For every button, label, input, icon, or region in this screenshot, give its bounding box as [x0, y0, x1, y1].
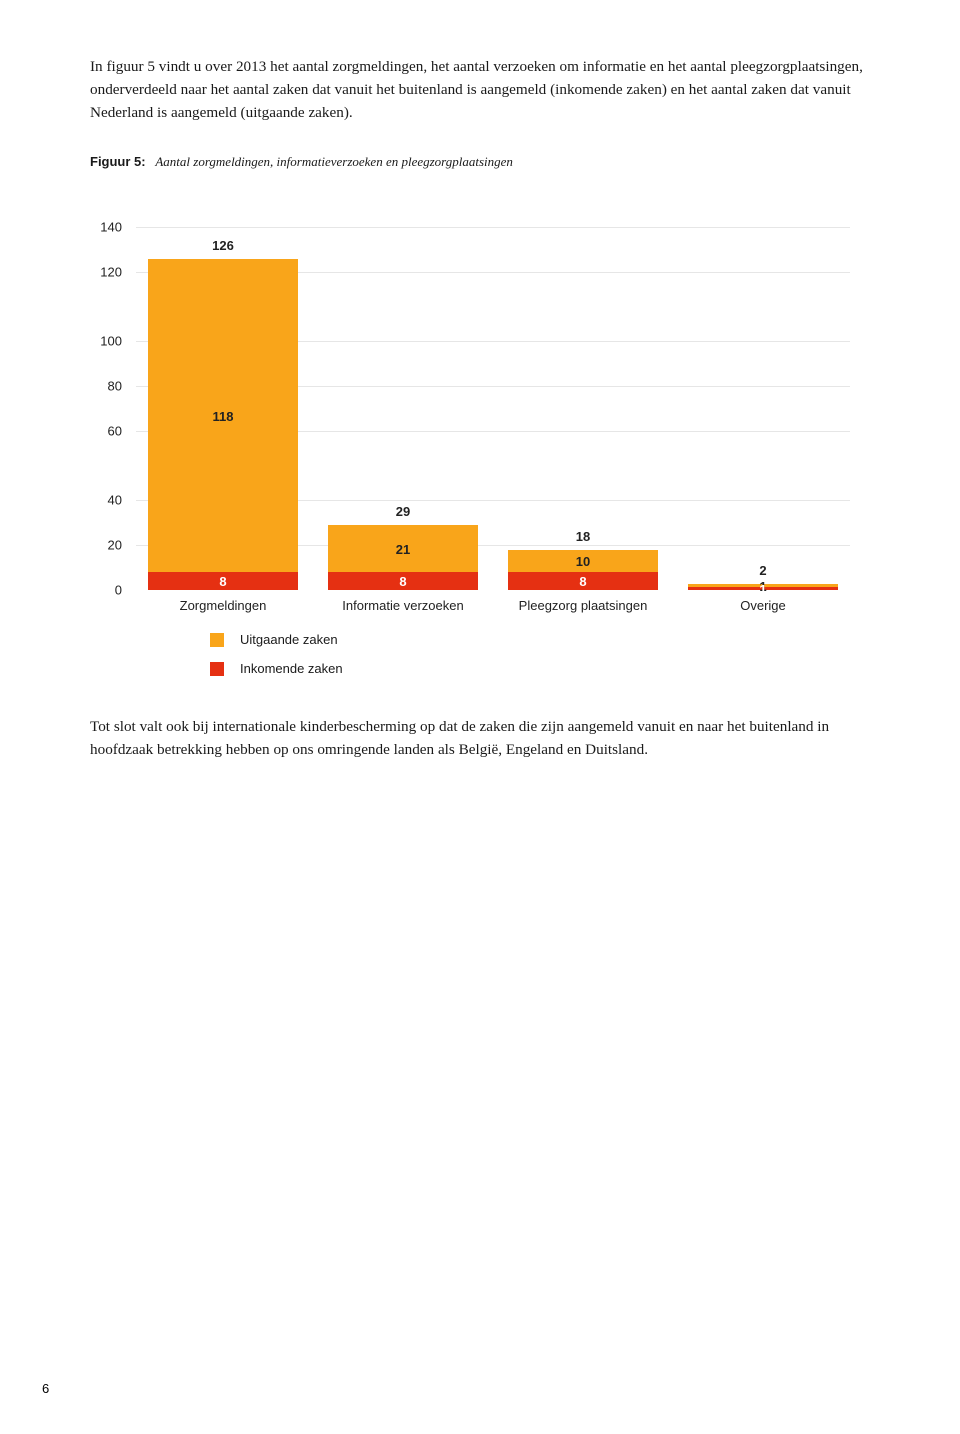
chart-category-label: Informatie verzoeken: [342, 590, 463, 613]
chart-outgoing-value: 118: [148, 409, 298, 424]
chart-gridline: [136, 227, 850, 228]
chart-ytick: 100: [90, 334, 122, 349]
bar-chart: 0204060801001201401261188Zorgmeldingen29…: [90, 200, 850, 620]
legend-label-outgoing: Uitgaande zaken: [240, 632, 338, 647]
closing-paragraph: Tot slot valt ook bij internationale kin…: [90, 716, 870, 762]
figure-caption: Figuur 5: Aantal zorgmeldingen, informat…: [90, 154, 870, 170]
page-number: 6: [42, 1381, 49, 1396]
chart-incoming-value: 8: [508, 574, 658, 589]
chart-total-label: 2: [688, 563, 838, 578]
legend-item-incoming: Inkomende zaken: [210, 661, 870, 676]
chart-category-label: Pleegzorg plaatsingen: [519, 590, 648, 613]
chart-ytick: 40: [90, 493, 122, 508]
chart-outgoing-value: 21: [328, 542, 478, 557]
chart-category-label: Zorgmeldingen: [180, 590, 267, 613]
chart-ytick: 20: [90, 538, 122, 553]
chart-outgoing-value: 10: [508, 554, 658, 569]
figure-description: Aantal zorgmeldingen, informatieverzoeke…: [155, 154, 513, 169]
chart-incoming-value: 8: [148, 574, 298, 589]
chart-ytick: 80: [90, 379, 122, 394]
chart-ytick: 140: [90, 220, 122, 235]
chart-ytick: 60: [90, 424, 122, 439]
chart-incoming-value: 8: [328, 574, 478, 589]
intro-paragraph: In figuur 5 vindt u over 2013 het aantal…: [90, 56, 870, 124]
chart-total-label: 29: [328, 504, 478, 519]
chart-category-label: Overige: [740, 590, 786, 613]
legend-label-incoming: Inkomende zaken: [240, 661, 343, 676]
chart-legend: Uitgaande zaken Inkomende zaken: [210, 632, 870, 676]
chart-total-label: 18: [508, 529, 658, 544]
legend-item-outgoing: Uitgaande zaken: [210, 632, 870, 647]
figure-label: Figuur 5:: [90, 154, 146, 169]
chart-ytick: 0: [90, 583, 122, 598]
chart-ytick: 120: [90, 265, 122, 280]
legend-swatch-incoming: [210, 662, 224, 676]
chart-total-label: 126: [148, 238, 298, 253]
legend-swatch-outgoing: [210, 633, 224, 647]
